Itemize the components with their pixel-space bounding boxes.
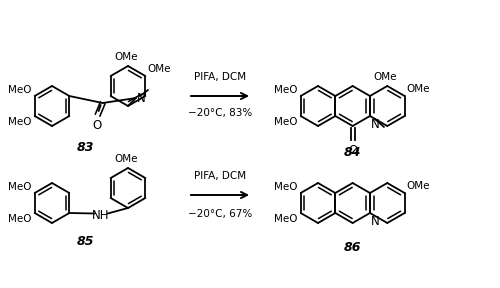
Text: −20°C, 67%: −20°C, 67%: [188, 209, 252, 219]
Text: N: N: [371, 215, 380, 228]
Text: 83: 83: [76, 141, 94, 154]
Text: O: O: [92, 119, 102, 132]
Text: MeO: MeO: [8, 85, 32, 95]
Text: OMe: OMe: [374, 72, 397, 82]
Text: 85: 85: [76, 235, 94, 248]
Text: OMe: OMe: [406, 181, 430, 191]
Text: OMe: OMe: [406, 84, 430, 94]
Text: OMe: OMe: [148, 64, 171, 74]
Text: OMe: OMe: [114, 154, 138, 164]
Text: NH: NH: [92, 209, 110, 222]
Text: N: N: [371, 118, 380, 131]
Text: 84: 84: [344, 146, 362, 159]
Text: MeO: MeO: [8, 182, 32, 192]
Text: O: O: [348, 144, 358, 157]
Text: MeO: MeO: [8, 117, 32, 127]
Text: −20°C, 83%: −20°C, 83%: [188, 108, 252, 118]
Text: N: N: [137, 92, 146, 105]
Text: MeO: MeO: [274, 85, 297, 95]
Text: MeO: MeO: [8, 214, 32, 224]
Text: OMe: OMe: [114, 52, 138, 62]
Text: PIFA, DCM: PIFA, DCM: [194, 171, 246, 181]
Text: 86: 86: [344, 241, 362, 254]
Text: MeO: MeO: [274, 214, 297, 224]
Text: MeO: MeO: [274, 117, 297, 127]
Text: MeO: MeO: [274, 182, 297, 192]
Text: PIFA, DCM: PIFA, DCM: [194, 72, 246, 82]
